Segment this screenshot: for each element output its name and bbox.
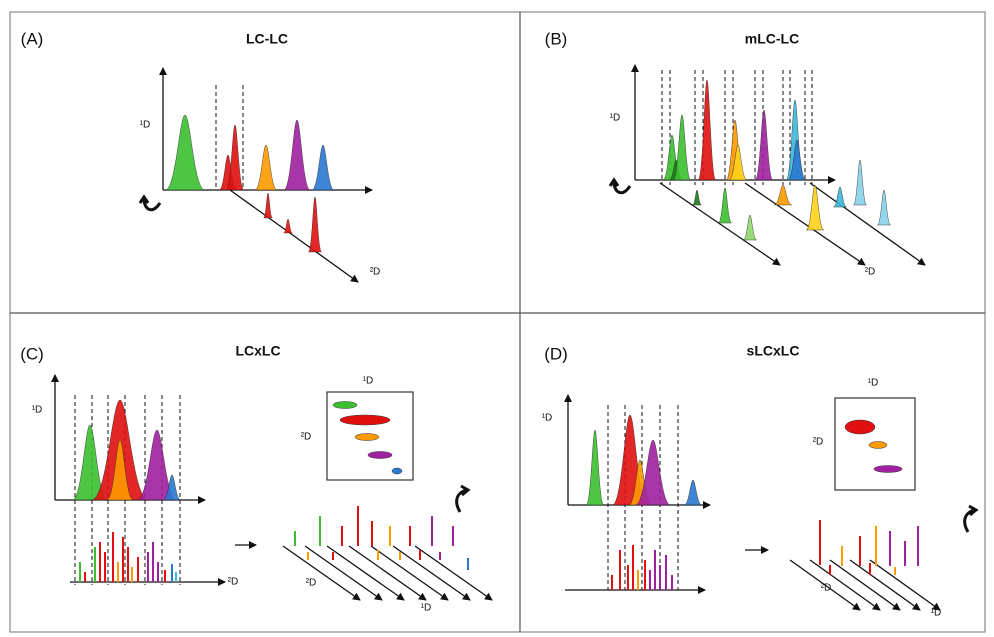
- schematics: [51, 64, 979, 611]
- axis-label: ¹D: [931, 608, 942, 619]
- peak: [254, 144, 278, 191]
- rotate-arrow: [963, 504, 979, 533]
- peak: [806, 184, 824, 231]
- axis: [326, 545, 405, 601]
- peak: [635, 439, 671, 506]
- axis: [789, 559, 861, 611]
- axis-label: ¹D: [868, 378, 879, 389]
- axis: [809, 559, 881, 611]
- axis: [392, 545, 471, 601]
- peak: [729, 144, 747, 181]
- texts: (A) LC-LC ¹D ²D (B) mLC-LC ¹D ²D (C) LCxLC ¹D ²D ¹D ²…: [20, 29, 941, 618]
- peak: [853, 159, 867, 206]
- axis: [849, 559, 921, 611]
- peak: [718, 187, 732, 224]
- axis-label: ¹D: [421, 603, 432, 614]
- axis-label: ²D: [865, 267, 876, 278]
- spot: [367, 451, 393, 459]
- axis: [829, 559, 901, 611]
- panel-label: (A): [21, 29, 44, 48]
- frame: [9, 11, 986, 633]
- axis: [229, 189, 359, 283]
- peak: [774, 184, 792, 206]
- axis: [370, 545, 449, 601]
- peak: [283, 218, 293, 234]
- panel-label: (B): [545, 29, 568, 48]
- spot: [332, 401, 358, 409]
- axis: [744, 182, 866, 266]
- peak: [833, 186, 847, 208]
- axis: [348, 545, 427, 601]
- peak: [673, 114, 691, 181]
- rotate-arrow: [455, 484, 471, 513]
- axis-label: ²D: [301, 432, 312, 443]
- panel-title: LC-LC: [246, 31, 288, 47]
- peak: [692, 189, 702, 206]
- panel-label: (C): [20, 344, 44, 363]
- peak: [877, 189, 891, 226]
- panel-label: (D): [544, 344, 568, 363]
- peak: [165, 114, 205, 191]
- axis: [304, 545, 383, 601]
- axis: [414, 545, 493, 601]
- spot: [844, 419, 876, 435]
- rotate-arrow: [138, 194, 162, 212]
- peak: [788, 139, 806, 181]
- peak: [698, 79, 716, 181]
- axis-label: ²D: [821, 583, 832, 594]
- panel-title: mLC-LC: [745, 31, 799, 47]
- spot: [354, 433, 380, 441]
- peak: [743, 214, 757, 241]
- axis-label: ²D: [813, 437, 824, 448]
- peak: [163, 474, 181, 501]
- axis: [659, 182, 781, 266]
- peak: [311, 144, 335, 191]
- axis: [809, 182, 926, 266]
- peak: [263, 192, 273, 219]
- axis-label: ¹D: [363, 376, 374, 387]
- peak: [684, 479, 702, 506]
- axis-label: ¹D: [610, 113, 621, 124]
- axis-label: ¹D: [140, 120, 151, 131]
- contour-plot: [326, 391, 414, 481]
- peak: [226, 124, 244, 191]
- spot: [868, 441, 888, 449]
- spot: [873, 465, 903, 473]
- spot: [339, 414, 391, 426]
- contour-plot: [834, 397, 916, 491]
- axis-label: ²D: [370, 267, 381, 278]
- axis: [282, 545, 361, 601]
- axis-label: ²D: [306, 578, 317, 589]
- peak: [308, 196, 322, 253]
- axis-label: ¹D: [542, 413, 553, 424]
- peak: [755, 109, 773, 181]
- spot: [391, 467, 403, 475]
- peak: [106, 439, 134, 501]
- rotate-arrow: [608, 177, 632, 195]
- axis-label: ²D: [228, 577, 239, 588]
- panel-title: LCxLC: [235, 343, 280, 359]
- axis: [869, 559, 941, 611]
- axis-label: ¹D: [32, 405, 43, 416]
- panel-title: sLCxLC: [747, 343, 800, 359]
- peak: [586, 429, 604, 506]
- peak: [283, 119, 311, 191]
